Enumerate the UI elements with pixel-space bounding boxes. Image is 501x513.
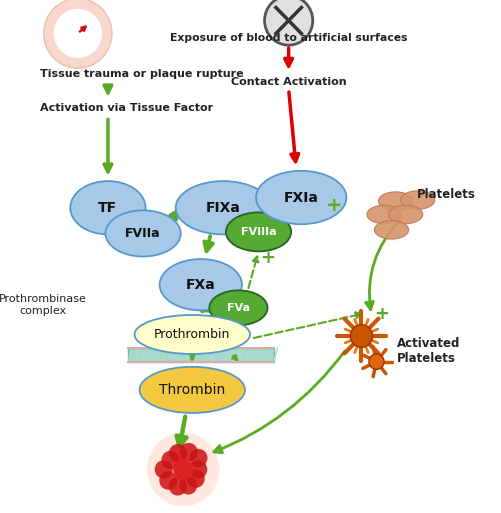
Circle shape — [189, 449, 207, 467]
Circle shape — [189, 460, 207, 479]
Text: Prothrombinase
complex: Prothrombinase complex — [0, 294, 87, 316]
Circle shape — [179, 476, 197, 495]
Text: Tissue trauma or plaque rupture: Tissue trauma or plaque rupture — [40, 69, 243, 80]
Circle shape — [179, 443, 197, 461]
Text: TF: TF — [98, 201, 117, 215]
Circle shape — [168, 477, 186, 496]
Ellipse shape — [139, 367, 244, 413]
Circle shape — [44, 0, 112, 68]
Text: FIXa: FIXa — [205, 201, 240, 215]
Text: FVa: FVa — [226, 303, 249, 313]
Ellipse shape — [378, 192, 412, 210]
Text: Thrombin: Thrombin — [159, 383, 225, 397]
Ellipse shape — [374, 221, 408, 239]
Text: Activation via Tissue Factor: Activation via Tissue Factor — [40, 103, 213, 113]
Text: Prothrombin: Prothrombin — [154, 328, 230, 341]
Circle shape — [159, 471, 177, 490]
Ellipse shape — [225, 212, 291, 251]
Circle shape — [147, 432, 219, 506]
Text: +: + — [373, 305, 388, 323]
Ellipse shape — [209, 290, 267, 325]
Text: Activated
Platelets: Activated Platelets — [396, 338, 459, 365]
Text: FXa: FXa — [185, 278, 215, 292]
Ellipse shape — [105, 210, 180, 256]
Text: FVIIIa: FVIIIa — [240, 227, 276, 237]
Text: +: + — [248, 306, 263, 325]
Circle shape — [264, 0, 312, 45]
Text: Platelets: Platelets — [416, 188, 474, 202]
Circle shape — [173, 459, 193, 480]
Circle shape — [154, 460, 172, 479]
Ellipse shape — [388, 205, 422, 224]
Circle shape — [350, 325, 372, 347]
Text: Exposure of blood to artificial surfaces: Exposure of blood to artificial surfaces — [169, 33, 407, 44]
FancyBboxPatch shape — [128, 348, 273, 362]
Text: +: + — [260, 248, 275, 267]
Ellipse shape — [175, 181, 271, 234]
Circle shape — [368, 354, 383, 369]
Text: FVIIa: FVIIa — [125, 227, 160, 240]
Ellipse shape — [366, 205, 400, 224]
Circle shape — [169, 444, 187, 462]
Ellipse shape — [159, 259, 241, 310]
Ellipse shape — [70, 181, 145, 234]
Ellipse shape — [256, 171, 346, 224]
Text: FXIa: FXIa — [283, 190, 318, 205]
Circle shape — [54, 9, 102, 58]
Circle shape — [161, 451, 179, 469]
Ellipse shape — [400, 191, 434, 209]
Ellipse shape — [134, 315, 249, 354]
Circle shape — [186, 469, 204, 488]
Text: Contact Activation: Contact Activation — [230, 77, 346, 87]
Text: +: + — [325, 195, 341, 215]
